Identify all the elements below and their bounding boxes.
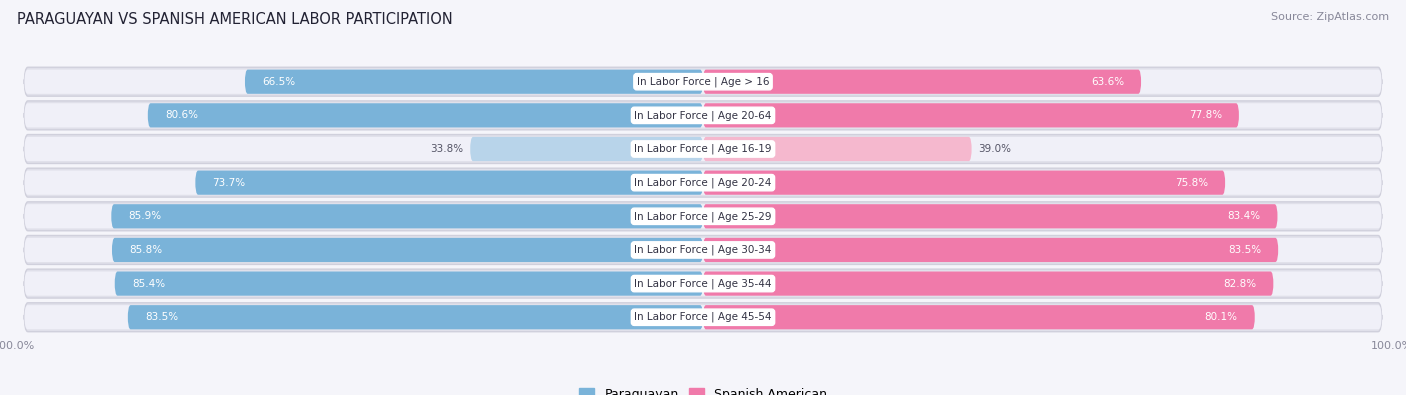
FancyBboxPatch shape (703, 70, 1142, 94)
FancyBboxPatch shape (24, 103, 1382, 128)
FancyBboxPatch shape (470, 137, 703, 161)
FancyBboxPatch shape (703, 305, 1254, 329)
Text: In Labor Force | Age 20-64: In Labor Force | Age 20-64 (634, 110, 772, 120)
FancyBboxPatch shape (24, 168, 1382, 197)
Text: 80.1%: 80.1% (1205, 312, 1237, 322)
FancyBboxPatch shape (111, 204, 703, 228)
FancyBboxPatch shape (24, 101, 1382, 130)
Text: 73.7%: 73.7% (212, 178, 246, 188)
FancyBboxPatch shape (24, 135, 1382, 164)
FancyBboxPatch shape (24, 235, 1382, 264)
FancyBboxPatch shape (24, 70, 1382, 94)
Text: 75.8%: 75.8% (1175, 178, 1208, 188)
FancyBboxPatch shape (24, 137, 1382, 161)
FancyBboxPatch shape (24, 202, 1382, 231)
FancyBboxPatch shape (24, 67, 1382, 96)
FancyBboxPatch shape (703, 137, 972, 161)
Text: 83.5%: 83.5% (1227, 245, 1261, 255)
Text: 85.9%: 85.9% (128, 211, 162, 221)
FancyBboxPatch shape (24, 269, 1382, 298)
Text: 39.0%: 39.0% (979, 144, 1011, 154)
FancyBboxPatch shape (703, 238, 1278, 262)
FancyBboxPatch shape (24, 271, 1382, 296)
Text: 80.6%: 80.6% (165, 110, 198, 120)
FancyBboxPatch shape (703, 271, 1274, 296)
FancyBboxPatch shape (703, 103, 1239, 128)
Text: Source: ZipAtlas.com: Source: ZipAtlas.com (1271, 12, 1389, 22)
FancyBboxPatch shape (245, 70, 703, 94)
Text: 85.8%: 85.8% (129, 245, 162, 255)
FancyBboxPatch shape (112, 238, 703, 262)
Text: 77.8%: 77.8% (1188, 110, 1222, 120)
Text: 66.5%: 66.5% (262, 77, 295, 87)
FancyBboxPatch shape (128, 305, 703, 329)
FancyBboxPatch shape (24, 303, 1382, 332)
Text: In Labor Force | Age 25-29: In Labor Force | Age 25-29 (634, 211, 772, 222)
Text: In Labor Force | Age > 16: In Labor Force | Age > 16 (637, 77, 769, 87)
Text: 33.8%: 33.8% (430, 144, 463, 154)
Text: In Labor Force | Age 16-19: In Labor Force | Age 16-19 (634, 144, 772, 154)
Text: In Labor Force | Age 35-44: In Labor Force | Age 35-44 (634, 278, 772, 289)
FancyBboxPatch shape (703, 171, 1225, 195)
Text: In Labor Force | Age 45-54: In Labor Force | Age 45-54 (634, 312, 772, 322)
FancyBboxPatch shape (24, 171, 1382, 195)
Text: 85.4%: 85.4% (132, 278, 165, 289)
FancyBboxPatch shape (115, 271, 703, 296)
Text: 82.8%: 82.8% (1223, 278, 1256, 289)
Text: In Labor Force | Age 20-24: In Labor Force | Age 20-24 (634, 177, 772, 188)
FancyBboxPatch shape (703, 204, 1278, 228)
FancyBboxPatch shape (148, 103, 703, 128)
Text: 63.6%: 63.6% (1091, 77, 1123, 87)
Text: PARAGUAYAN VS SPANISH AMERICAN LABOR PARTICIPATION: PARAGUAYAN VS SPANISH AMERICAN LABOR PAR… (17, 12, 453, 27)
FancyBboxPatch shape (24, 305, 1382, 329)
Text: 83.5%: 83.5% (145, 312, 179, 322)
FancyBboxPatch shape (195, 171, 703, 195)
Text: In Labor Force | Age 30-34: In Labor Force | Age 30-34 (634, 245, 772, 255)
Legend: Paraguayan, Spanish American: Paraguayan, Spanish American (575, 383, 831, 395)
Text: 83.4%: 83.4% (1227, 211, 1260, 221)
FancyBboxPatch shape (24, 204, 1382, 228)
FancyBboxPatch shape (24, 238, 1382, 262)
